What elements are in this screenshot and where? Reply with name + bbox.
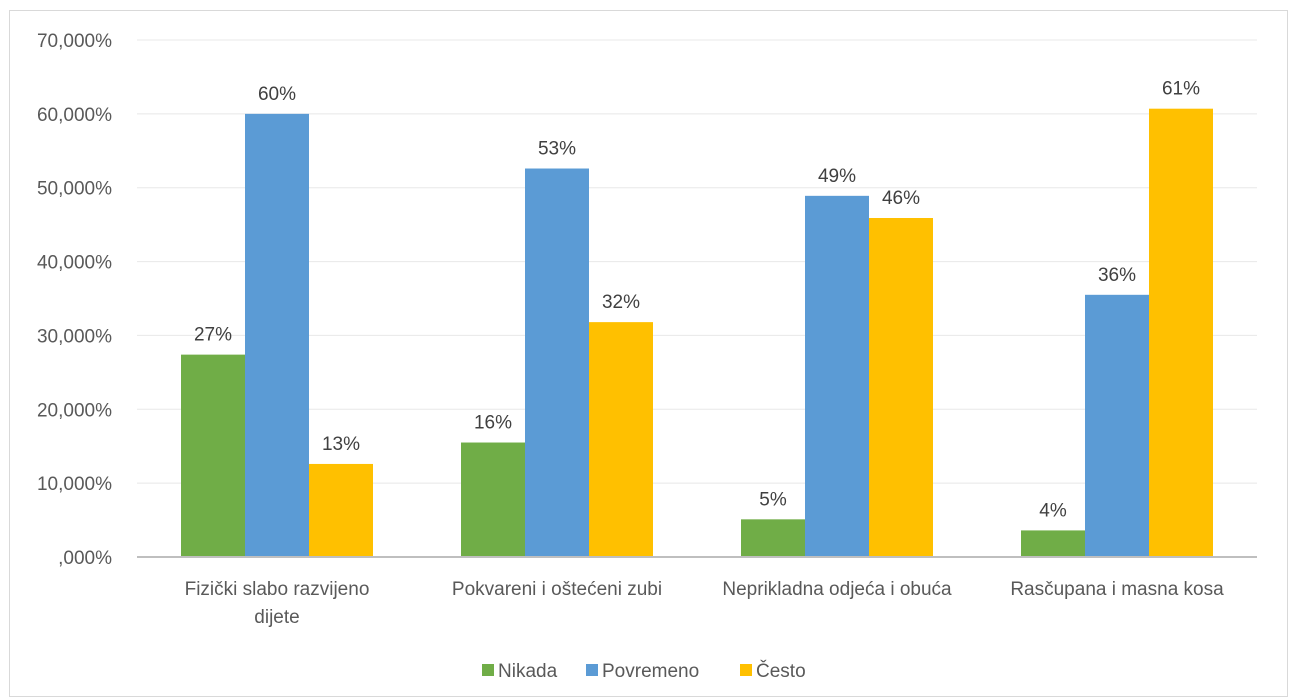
category-label: Neprikladna odjeća i obuća	[722, 579, 952, 600]
legend-swatch-često	[740, 664, 752, 676]
category-label: Fizički slabo razvijeno	[185, 579, 370, 600]
bars	[181, 108, 1213, 558]
bar-nikada	[181, 354, 245, 557]
y-tick-label: 70,000%	[37, 31, 112, 52]
data-label: 16%	[474, 413, 512, 434]
data-label: 36%	[1098, 265, 1136, 286]
bar-povremeno	[805, 195, 869, 558]
legend-swatch-povremeno	[586, 664, 598, 676]
data-label: 61%	[1162, 79, 1200, 100]
data-label: 60%	[258, 84, 296, 105]
legend-label: Nikada	[498, 661, 558, 682]
bar-nikada	[461, 442, 525, 557]
y-tick-label: 40,000%	[37, 253, 112, 274]
data-label: 27%	[194, 325, 232, 346]
bar-povremeno	[525, 168, 589, 558]
bar-povremeno	[1085, 294, 1149, 557]
data-label: 32%	[602, 292, 640, 313]
bar-nikada	[741, 519, 805, 557]
bar-često	[309, 463, 373, 557]
legend-label: Povremeno	[602, 661, 699, 682]
data-label: 13%	[322, 434, 360, 455]
data-label: 4%	[1039, 500, 1067, 521]
category-label: dijete	[254, 607, 299, 628]
category-label: Pokvareni i oštećeni zubi	[452, 579, 662, 600]
y-tick-label: ,000%	[58, 548, 112, 569]
bar-često	[589, 322, 653, 557]
bar-povremeno	[245, 113, 309, 557]
y-tick-label: 20,000%	[37, 400, 112, 421]
bar-često	[1149, 108, 1213, 558]
data-label: 46%	[882, 188, 920, 209]
data-label: 49%	[818, 166, 856, 187]
data-label: 5%	[759, 489, 787, 510]
y-tick-label: 10,000%	[37, 474, 112, 495]
bar-nikada	[1021, 530, 1085, 557]
data-labels: 27% 60% 13% 16% 53% 32% 5% 49% 46% 4% 36% 61%	[194, 79, 1200, 522]
x-axis-category-labels: Fizički slabo razvijeno dijete Pokvareni i…	[185, 579, 1225, 628]
data-label: 53%	[538, 139, 576, 160]
y-axis-tick-labels: ,000% 10,000% 20,000% 30,000% 40,000% 50,000%…	[37, 31, 112, 569]
legend: Nikada Povremeno Često	[482, 660, 806, 682]
category-label: Rasčupana i masna kosa	[1010, 579, 1224, 600]
y-tick-label: 50,000%	[37, 179, 112, 200]
legend-swatch-nikada	[482, 664, 494, 676]
bar-često	[869, 217, 933, 557]
y-tick-label: 30,000%	[37, 326, 112, 347]
legend-label: Često	[756, 660, 806, 682]
y-tick-label: 60,000%	[37, 105, 112, 126]
